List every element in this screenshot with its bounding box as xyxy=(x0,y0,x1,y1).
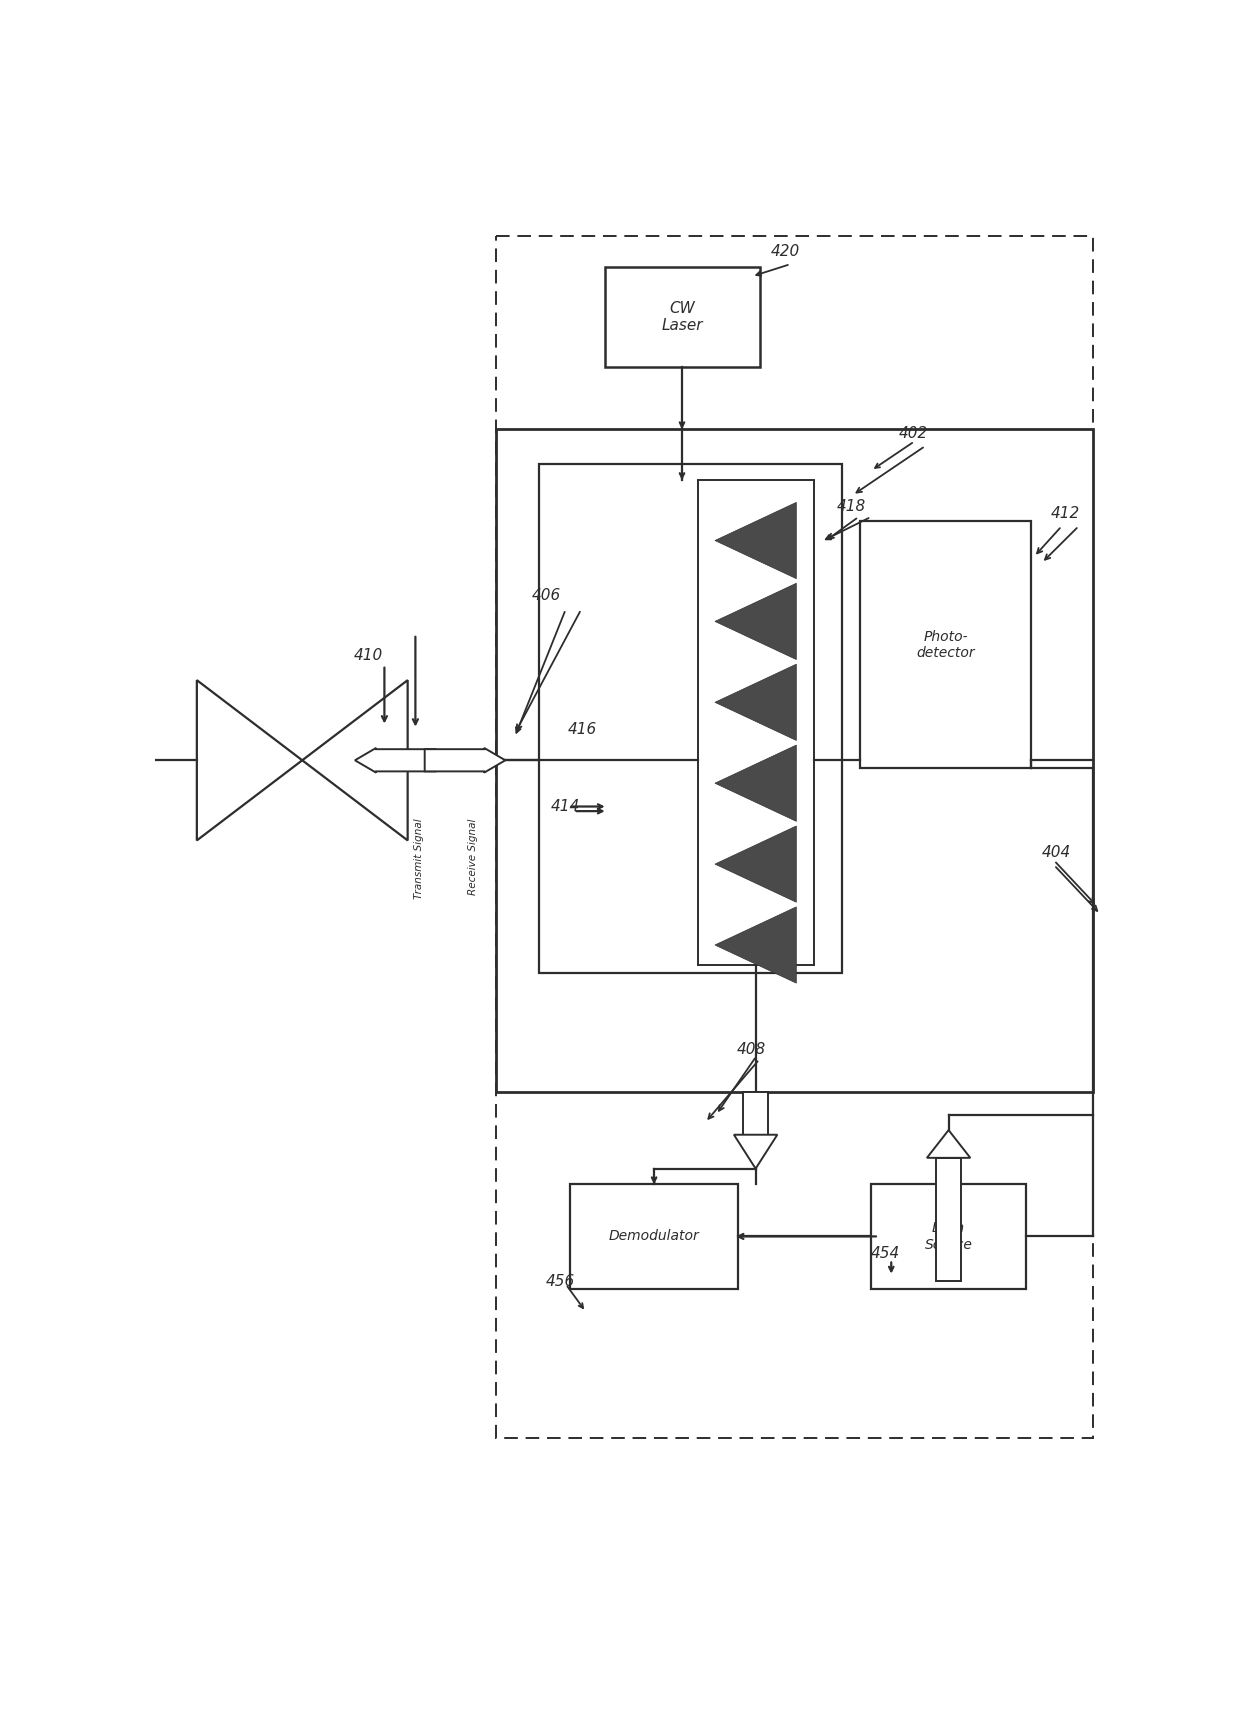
Text: 406: 406 xyxy=(532,588,560,603)
Bar xyxy=(936,1158,961,1281)
Polygon shape xyxy=(715,582,796,660)
Polygon shape xyxy=(715,665,796,740)
Text: 456: 456 xyxy=(546,1273,575,1288)
Polygon shape xyxy=(715,906,796,983)
Polygon shape xyxy=(355,749,435,773)
Text: 404: 404 xyxy=(1042,845,1071,860)
Polygon shape xyxy=(197,680,303,841)
Polygon shape xyxy=(424,749,506,773)
Polygon shape xyxy=(715,745,796,821)
Text: CW
Laser: CW Laser xyxy=(661,301,703,334)
Polygon shape xyxy=(715,826,796,903)
Text: Demodulator: Demodulator xyxy=(609,1230,699,1244)
Text: 420: 420 xyxy=(770,245,800,259)
Text: 402: 402 xyxy=(899,427,929,442)
Polygon shape xyxy=(303,680,408,841)
Text: 408: 408 xyxy=(737,1043,765,1057)
Text: 418: 418 xyxy=(837,498,867,514)
Text: Receive Signal: Receive Signal xyxy=(467,819,477,896)
Bar xyxy=(861,521,1030,767)
Text: Transmit Signal: Transmit Signal xyxy=(413,819,424,899)
Polygon shape xyxy=(926,1131,971,1158)
Bar xyxy=(496,428,1092,1091)
Text: Data
Source: Data Source xyxy=(925,1221,972,1252)
Text: 412: 412 xyxy=(1052,507,1080,521)
Bar xyxy=(539,464,842,973)
Text: 414: 414 xyxy=(551,798,579,814)
Bar xyxy=(496,236,1092,1439)
Bar xyxy=(570,1184,738,1288)
Text: 454: 454 xyxy=(870,1245,900,1261)
Text: Photo-
detector: Photo- detector xyxy=(916,630,975,660)
Polygon shape xyxy=(715,502,796,579)
Bar xyxy=(697,480,813,964)
Bar xyxy=(743,1091,768,1134)
Polygon shape xyxy=(734,1134,777,1168)
Bar xyxy=(605,267,759,367)
Text: 410: 410 xyxy=(353,648,383,663)
Text: 416: 416 xyxy=(567,721,596,737)
Bar xyxy=(870,1184,1025,1288)
